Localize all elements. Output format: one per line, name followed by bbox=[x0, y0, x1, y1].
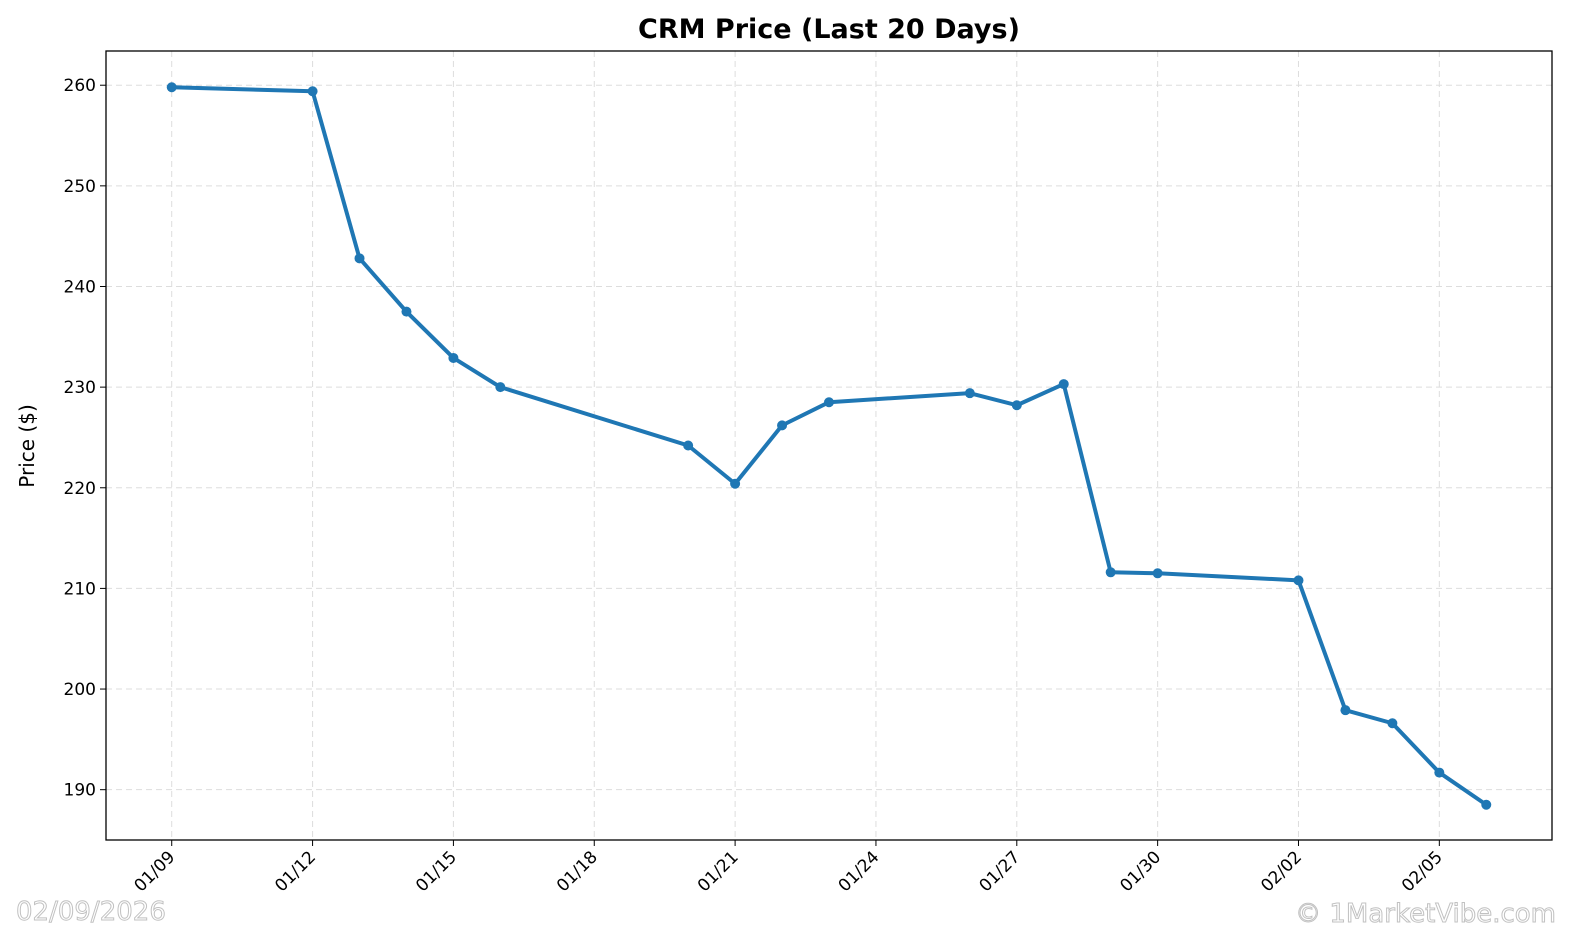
y-tick-label: 230 bbox=[64, 378, 96, 398]
data-point bbox=[1105, 567, 1116, 578]
data-point bbox=[307, 86, 318, 97]
y-tick-label: 190 bbox=[64, 781, 96, 801]
y-tick-label: 240 bbox=[64, 277, 96, 297]
y-tick-label: 220 bbox=[64, 479, 96, 499]
data-point bbox=[1481, 799, 1492, 810]
chart-title: CRM Price (Last 20 Days) bbox=[638, 14, 1020, 45]
x-tick-label: 01/30 bbox=[1116, 847, 1165, 896]
data-point bbox=[1434, 767, 1445, 778]
data-point bbox=[777, 420, 788, 431]
x-tick-label: 01/09 bbox=[130, 847, 179, 896]
x-tick-label: 01/15 bbox=[412, 847, 461, 896]
data-point bbox=[1340, 705, 1351, 716]
data-point bbox=[730, 478, 741, 489]
data-point bbox=[495, 382, 506, 393]
x-tick-label: 01/27 bbox=[976, 847, 1025, 896]
data-point bbox=[1387, 718, 1398, 729]
data-point bbox=[1011, 400, 1022, 411]
x-tick-label: 01/12 bbox=[271, 847, 320, 896]
data-point bbox=[1293, 575, 1304, 586]
data-point bbox=[683, 440, 694, 451]
price-line bbox=[171, 85, 1488, 807]
data-point bbox=[166, 82, 177, 93]
data-point bbox=[1058, 379, 1069, 390]
y-tick-label: 260 bbox=[64, 76, 96, 96]
data-point bbox=[824, 397, 834, 408]
data-point bbox=[964, 388, 975, 399]
y-tick-label: 250 bbox=[64, 177, 96, 197]
x-tick-label: 02/02 bbox=[1257, 847, 1306, 896]
data-point bbox=[401, 306, 412, 317]
x-tick-label: 01/18 bbox=[553, 847, 602, 896]
y-tick-label: 210 bbox=[64, 579, 96, 599]
x-tick-label: 01/21 bbox=[694, 847, 743, 896]
watermark-site: © 1MarketVibe.com bbox=[1295, 899, 1556, 929]
data-point bbox=[448, 352, 459, 363]
x-tick-label: 01/24 bbox=[835, 847, 884, 896]
data-point bbox=[354, 253, 365, 264]
plot-frame bbox=[105, 50, 1553, 841]
y-tick-label: 200 bbox=[64, 680, 96, 700]
data-point bbox=[1152, 568, 1163, 579]
watermark-date: 02/09/2026 bbox=[16, 897, 166, 927]
x-tick-label: 02/05 bbox=[1398, 847, 1447, 896]
y-axis-label: Price ($) bbox=[15, 404, 39, 487]
